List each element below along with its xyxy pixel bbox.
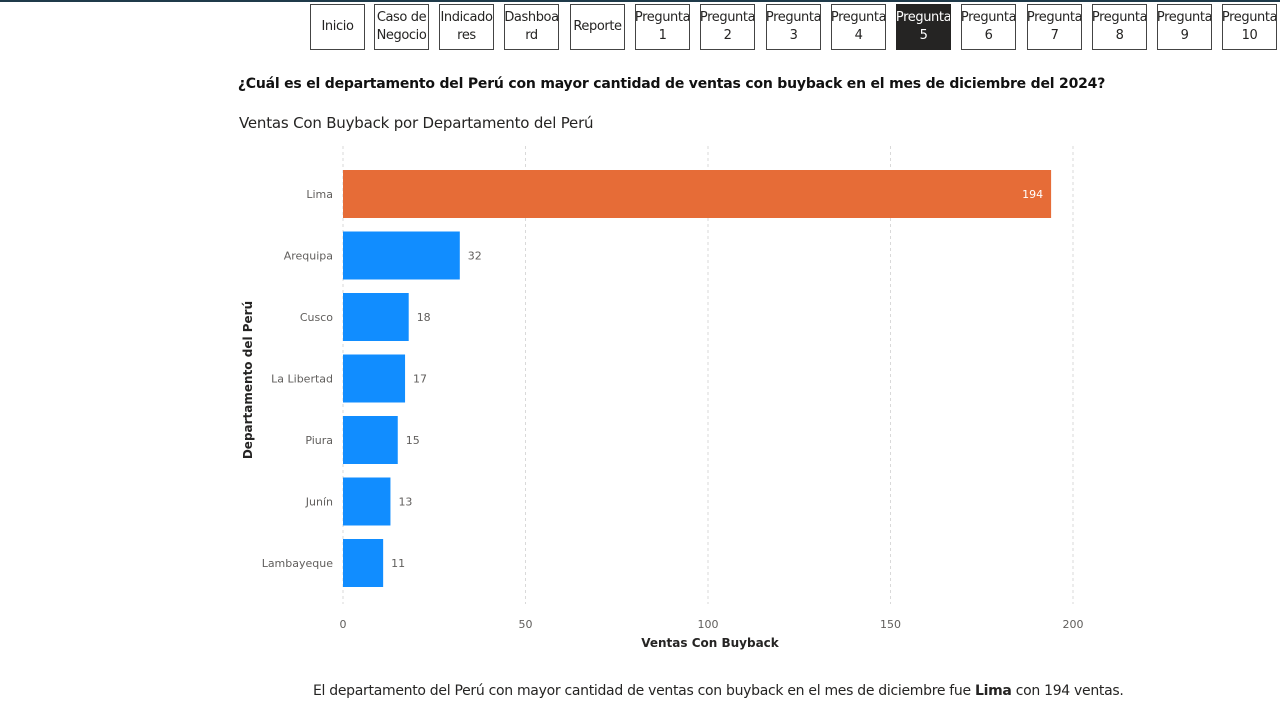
nav-button-11[interactable]: Pregunta 6 bbox=[961, 4, 1016, 50]
bar-cusco bbox=[343, 293, 409, 341]
bar-lima bbox=[343, 170, 1052, 218]
nav-button-6[interactable]: Pregunta 1 bbox=[635, 4, 690, 50]
nav-button-15[interactable]: Pregunta 10 bbox=[1222, 4, 1277, 50]
y-tick-label: Piura bbox=[305, 434, 333, 447]
bar-lambayeque bbox=[343, 539, 384, 587]
y-tick-label: Lambayeque bbox=[262, 557, 334, 570]
conclusion-text: El departamento del Perú con mayor canti… bbox=[313, 683, 1124, 699]
x-tick-label: 50 bbox=[519, 618, 533, 631]
bar-arequipa bbox=[343, 231, 460, 280]
data-label: 11 bbox=[391, 557, 405, 570]
y-axis-title: Departamento del Perú bbox=[241, 300, 255, 460]
bar-la-libertad bbox=[343, 354, 406, 403]
nav-button-3[interactable]: Indicado res bbox=[439, 4, 494, 50]
data-label: 15 bbox=[406, 434, 420, 447]
x-tick-label: 0 bbox=[340, 618, 347, 631]
conclusion-before: El departamento del Perú con mayor canti… bbox=[313, 683, 975, 699]
navigation-bar: Inicio Caso de Negocio Indicado res Dashboa… bbox=[0, 2, 1280, 50]
nav-button-8[interactable]: Pregunta 3 bbox=[766, 4, 821, 50]
conclusion-after: con 194 ventas. bbox=[1011, 683, 1124, 699]
bar-piura bbox=[343, 416, 398, 464]
x-axis-title: Ventas Con Buyback bbox=[641, 636, 779, 650]
nav-button-7[interactable]: Pregunta 2 bbox=[700, 4, 755, 50]
x-tick-label: 200 bbox=[1063, 618, 1084, 631]
page-question: ¿Cuál es el departamento del Perú con ma… bbox=[237, 76, 1106, 92]
data-label: 17 bbox=[413, 373, 427, 386]
nav-button-5[interactable]: Reporte bbox=[570, 4, 625, 50]
nav-button-9[interactable]: Pregunta 4 bbox=[831, 4, 886, 50]
nav-button-12[interactable]: Pregunta 7 bbox=[1027, 4, 1082, 50]
nav-button-14[interactable]: Pregunta 9 bbox=[1157, 4, 1212, 50]
conclusion-highlight: Lima bbox=[974, 683, 1012, 699]
y-tick-label: La Libertad bbox=[271, 373, 333, 386]
data-label: 32 bbox=[468, 250, 482, 263]
nav-button-13[interactable]: Pregunta 8 bbox=[1092, 4, 1147, 50]
data-label: 18 bbox=[417, 311, 431, 324]
top-border bbox=[0, 0, 1280, 2]
y-tick-label: Junín bbox=[305, 496, 333, 509]
data-label: 13 bbox=[398, 496, 412, 509]
chart-title: Ventas Con Buyback por Departamento del … bbox=[239, 114, 594, 132]
x-tick-label: 100 bbox=[698, 618, 719, 631]
data-label: 194 bbox=[1022, 188, 1043, 201]
nav-button-10[interactable]: Pregunta 5 bbox=[896, 4, 951, 50]
nav-button-4[interactable]: Dashboa rd bbox=[504, 4, 559, 50]
nav-button-1[interactable]: Inicio bbox=[310, 4, 365, 50]
y-tick-label: Cusco bbox=[300, 311, 333, 324]
nav-button-2[interactable]: Caso de Negocio bbox=[374, 4, 429, 50]
y-tick-label: Arequipa bbox=[284, 250, 333, 263]
y-tick-label: Lima bbox=[306, 188, 333, 201]
bar-junín bbox=[343, 477, 391, 526]
x-tick-label: 150 bbox=[880, 618, 901, 631]
